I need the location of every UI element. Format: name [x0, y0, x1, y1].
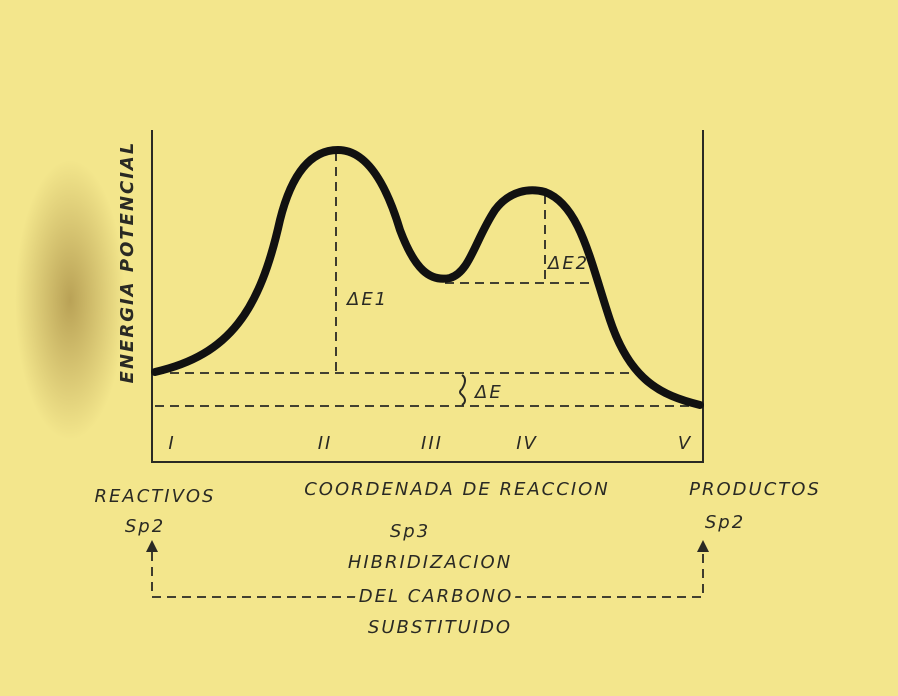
- caption-line: HIBRIDIZACION: [348, 552, 512, 573]
- stage-label: V: [678, 433, 692, 454]
- axes: [151, 130, 704, 463]
- stage-label: I: [168, 433, 175, 454]
- delta-e-brace: [459, 374, 466, 406]
- hybridization-arrow: [151, 552, 704, 598]
- arrowhead: [697, 540, 709, 552]
- reactants-hybridization: Sp2: [125, 516, 165, 537]
- stain: [15, 160, 125, 440]
- arrowhead: [146, 540, 158, 552]
- energy-curve: [151, 145, 704, 409]
- caption-line: DEL CARBONO: [359, 586, 514, 607]
- products-title: PRODUCTOS: [689, 479, 821, 500]
- caption-line: SUBSTITUIDO: [368, 617, 512, 638]
- intermediate-hybridization: Sp3: [390, 521, 430, 542]
- stage-label: III: [421, 433, 443, 454]
- reactants-title: REACTIVOS: [95, 486, 216, 507]
- delta-label: ΔE: [473, 382, 503, 403]
- x-axis-label: COORDENADA DE REACCION: [304, 479, 610, 500]
- delta-label: ΔE2: [546, 253, 589, 274]
- products-hybridization: Sp2: [705, 512, 745, 533]
- y-axis-label: ENERGIA POTENCIAL: [117, 141, 138, 384]
- delta-label: ΔE1: [345, 289, 388, 310]
- stage-label: II: [318, 433, 333, 454]
- stage-label: IV: [516, 433, 538, 454]
